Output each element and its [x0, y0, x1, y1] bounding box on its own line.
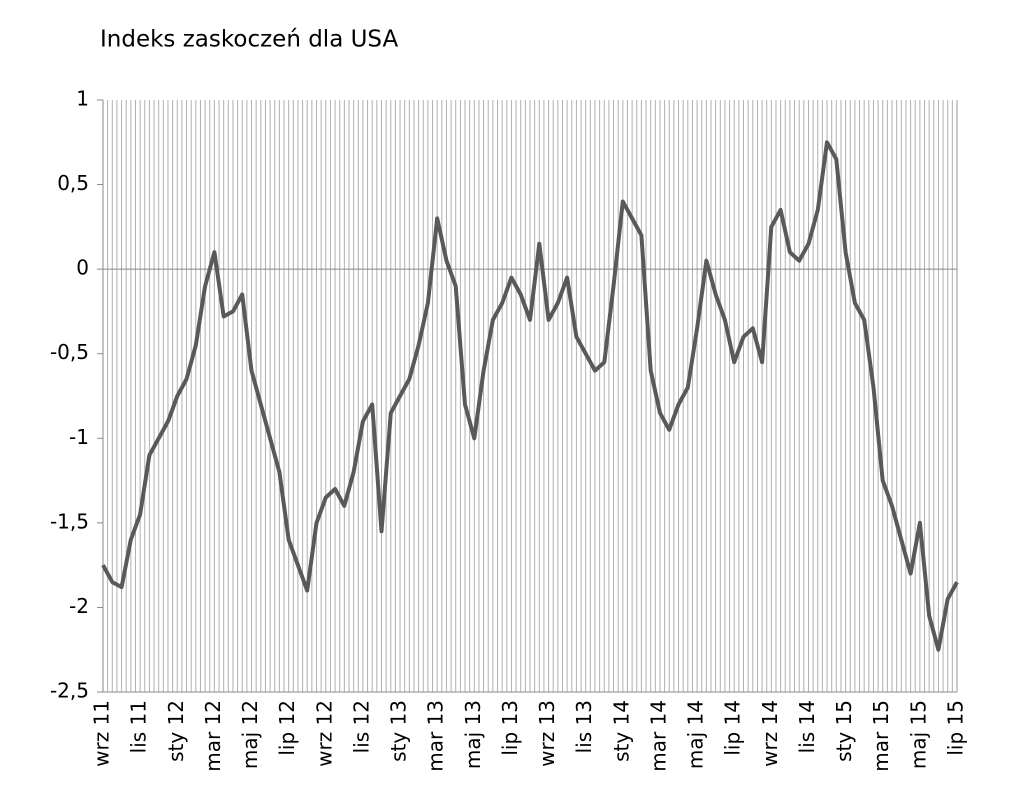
- x-tick-label: sty 13: [387, 700, 411, 762]
- x-tick-label: lis 14: [795, 700, 819, 753]
- x-tick-label: lis 13: [572, 700, 596, 753]
- y-tick-label: 1: [76, 87, 89, 111]
- x-tick-label: lis 11: [127, 700, 151, 753]
- x-tick-label: mar 13: [424, 700, 448, 772]
- x-tick-label: maj 15: [906, 700, 930, 769]
- x-tick-label: maj 14: [684, 700, 708, 769]
- x-tick-label: mar 12: [201, 700, 225, 772]
- data-line: [101, 140, 959, 652]
- x-tick-label: mar 15: [869, 700, 893, 772]
- x-tick-label: sty 15: [832, 700, 856, 762]
- y-tick-label: -2: [69, 594, 89, 618]
- x-tick-label: sty 14: [609, 700, 633, 762]
- y-tick-label: 0: [76, 256, 89, 280]
- x-tick-label: mar 14: [646, 700, 670, 772]
- x-tick-label: lip 13: [498, 700, 522, 756]
- x-tick-label: lis 12: [349, 700, 373, 753]
- x-tick-label: wrz 14: [758, 700, 782, 767]
- y-tick-label: 0,5: [57, 171, 89, 195]
- x-tick-label: sty 12: [164, 700, 188, 762]
- y-tick-label: -1,5: [50, 509, 89, 533]
- x-tick-label: maj 12: [238, 700, 262, 769]
- x-tick-label: wrz 13: [535, 700, 559, 767]
- chart-title: Indeks zaskoczeń dla USA: [100, 27, 398, 53]
- x-tick-label: maj 13: [461, 700, 485, 769]
- y-tick-label: -1: [69, 425, 89, 449]
- y-tick-label: -0,5: [50, 340, 89, 364]
- x-tick-label: lip 15: [944, 700, 968, 756]
- x-tick-label: lip 14: [721, 700, 745, 756]
- x-tick-label: wrz 11: [90, 700, 114, 767]
- y-tick-label: -2,5: [50, 679, 89, 703]
- x-tick-label: wrz 12: [312, 700, 336, 767]
- x-tick-label: lip 12: [275, 700, 299, 756]
